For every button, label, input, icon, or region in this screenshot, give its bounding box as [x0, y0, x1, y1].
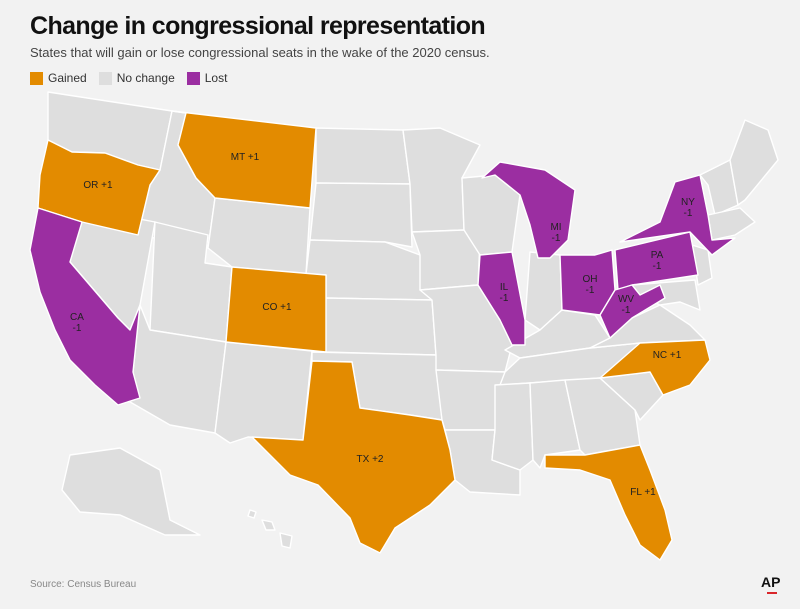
state-ca	[29, 207, 141, 406]
state-nm	[214, 341, 313, 444]
label-fl: FL +1	[630, 487, 656, 498]
label-co: CO +1	[262, 302, 292, 313]
state-mi	[481, 161, 576, 259]
label-mi: MI -1	[550, 222, 561, 244]
ap-logo-underline	[767, 592, 777, 594]
state-hi	[247, 509, 293, 549]
state-vt-nh	[699, 159, 739, 216]
legend-item-gained: Gained	[30, 71, 87, 85]
label-pa: PA -1	[651, 250, 664, 272]
state-nc	[599, 339, 711, 396]
state-ms	[491, 382, 534, 471]
legend-item-lost: Lost	[186, 71, 228, 85]
state-co	[225, 266, 327, 353]
state-tx	[251, 360, 456, 554]
label-ca: CA -1	[70, 312, 84, 334]
state-pa	[614, 231, 699, 291]
map-title: Change in congressional representation	[30, 12, 486, 40]
legend-label-nochange: No change	[116, 71, 175, 85]
state-fl	[544, 444, 673, 561]
state-ma-ct-ri	[707, 207, 756, 241]
state-wv	[599, 284, 666, 339]
label-tx: TX +2	[357, 454, 384, 465]
map-subtitle: States that will gain or lose congressio…	[30, 45, 490, 60]
source-note: Source: Census Bureau	[30, 579, 137, 590]
legend: Gained No change Lost	[30, 71, 239, 85]
label-or: OR +1	[83, 180, 113, 191]
label-wv: WV -1	[618, 294, 634, 316]
legend-swatch-lost	[186, 71, 200, 85]
legend-label-lost: Lost	[204, 71, 228, 85]
state-ny	[619, 174, 736, 256]
nochange-states	[47, 91, 779, 549]
state-labels: OR +1 MT +1 CO +1 TX +2 FL +1 NC +1 CA -1…	[70, 152, 695, 498]
state-sd	[309, 182, 413, 248]
state-nd	[315, 127, 411, 185]
lost-states	[29, 161, 736, 406]
state-or	[37, 139, 161, 236]
label-mt: MT +1	[231, 152, 260, 163]
gained-states	[37, 110, 711, 561]
label-oh: OH -1	[583, 274, 598, 296]
state-ks	[323, 297, 437, 356]
state-mt	[171, 110, 317, 209]
label-nc: NC +1	[653, 350, 682, 361]
state-ak	[61, 447, 201, 536]
legend-label-gained: Gained	[48, 71, 87, 85]
ap-logo: AP	[761, 574, 781, 590]
state-me	[729, 119, 779, 206]
label-il: IL -1	[500, 282, 509, 304]
legend-swatch-gained	[30, 71, 43, 85]
legend-item-nochange: No change	[98, 71, 175, 85]
state-wy	[207, 197, 311, 275]
legend-swatch-nochange	[98, 71, 112, 85]
state-il	[477, 251, 526, 346]
label-ny: NY -1	[681, 197, 695, 219]
